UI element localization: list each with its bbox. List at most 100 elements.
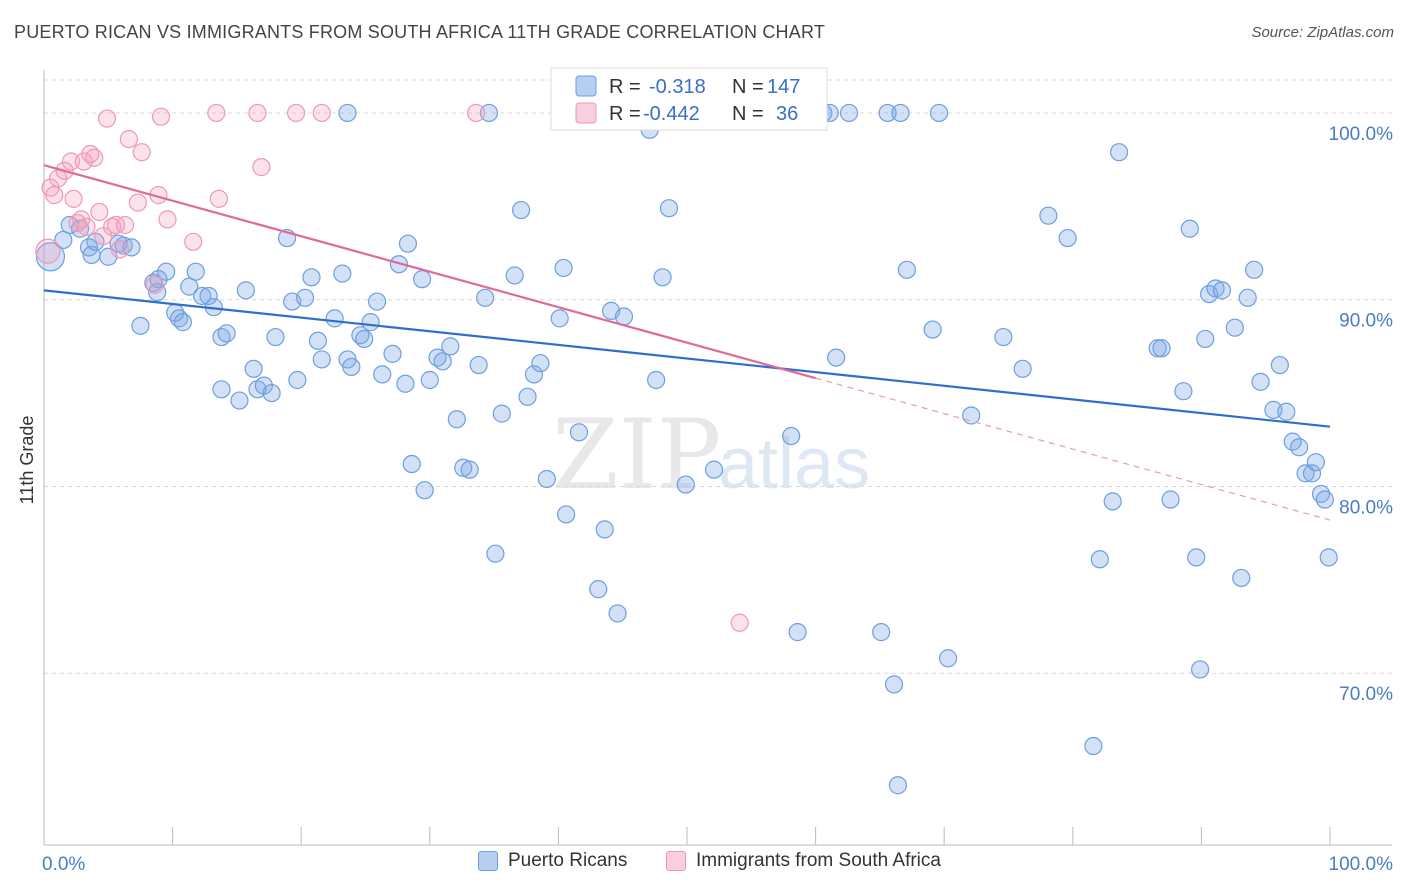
axis-layer: 100.0% 90.0% 80.0% 70.0% 0.0% 100.0%	[42, 70, 1393, 875]
point-puerto-rican-46	[355, 329, 374, 349]
point-puerto-rican-44	[342, 357, 361, 377]
point-puerto-rican-97	[788, 623, 807, 642]
point-puerto-rican-103	[872, 623, 891, 642]
point-puerto-rican-11	[131, 316, 150, 335]
point-puerto-rican-21	[193, 286, 212, 306]
stats-legend-blue-n-label: N =	[732, 76, 764, 98]
point-puerto-rican-61	[447, 410, 466, 429]
point-puerto-rican-111	[962, 406, 981, 425]
point-puerto-rican-87	[659, 199, 679, 218]
point-south-africa-26	[158, 210, 177, 229]
point-south-africa-0	[35, 238, 61, 264]
point-puerto-rican-135	[1251, 372, 1270, 391]
point-puerto-rican-77	[557, 505, 576, 524]
point-puerto-rican-140	[1290, 438, 1309, 457]
point-puerto-rican-53	[398, 234, 418, 253]
point-south-africa-34	[466, 103, 486, 123]
point-puerto-rican-126	[1191, 660, 1210, 679]
point-puerto-rican-92	[704, 460, 724, 479]
point-puerto-rican-18	[173, 313, 192, 332]
point-south-africa-6	[64, 189, 83, 208]
point-puerto-rican-49	[373, 365, 392, 384]
point-puerto-rican-67	[486, 544, 505, 563]
point-puerto-rican-122	[1161, 490, 1180, 509]
legend-label-immigrants-south-africa: Immigrants from South Africa	[696, 850, 941, 871]
point-puerto-rican-110	[938, 649, 958, 668]
stats-legend-blue-r-label: R =	[609, 76, 641, 98]
stats-legend-pink-n-value: 36	[776, 103, 798, 125]
point-south-africa-13	[90, 202, 109, 222]
point-puerto-rican-129	[1206, 279, 1225, 298]
point-puerto-rican-147	[888, 776, 908, 795]
point-puerto-rican-54	[402, 454, 421, 474]
point-puerto-rican-131	[1225, 318, 1244, 337]
point-puerto-rican-42	[333, 264, 352, 283]
point-puerto-rican-96	[782, 426, 801, 446]
point-puerto-rican-73	[531, 354, 550, 373]
stats-legend-pink-swatch	[575, 102, 597, 124]
x-tick-label-0: 0.0%	[42, 854, 85, 875]
point-puerto-rican-22	[199, 286, 218, 306]
trend-line-puerto-ricans	[43, 289, 1331, 428]
point-puerto-rican-127	[1196, 329, 1215, 349]
point-south-africa-2	[45, 186, 64, 205]
point-puerto-rican-107	[897, 260, 917, 279]
point-puerto-rican-69	[505, 266, 524, 285]
point-puerto-rican-20	[186, 262, 205, 281]
point-south-africa-9	[74, 152, 93, 171]
point-puerto-rican-145	[1319, 548, 1338, 567]
point-puerto-rican-118	[1103, 492, 1122, 511]
stats-legend: R = -0.318 N = 147 R = -0.442 N = 36	[550, 67, 828, 131]
point-puerto-rican-80	[595, 520, 614, 539]
point-south-africa-5	[61, 152, 81, 171]
point-puerto-rican-10	[122, 238, 141, 257]
point-puerto-rican-0	[35, 242, 66, 272]
series-immigrants-south-africa	[35, 103, 749, 632]
point-puerto-rican-141	[1296, 464, 1315, 483]
point-puerto-rican-72	[524, 365, 544, 384]
point-puerto-rican-86	[653, 268, 672, 287]
stats-legend-pink-r-label: R =	[609, 103, 641, 125]
point-puerto-rican-32	[262, 383, 281, 403]
point-puerto-rican-15	[157, 262, 176, 281]
point-puerto-rican-55	[412, 270, 432, 289]
bottom-legend: Puerto Ricans Immigrants from South Afri…	[0, 850, 1406, 880]
point-puerto-rican-102	[839, 103, 859, 123]
point-south-africa-30	[248, 103, 267, 123]
stats-legend-blue-n-value: 147	[767, 76, 800, 98]
point-puerto-rican-116	[1084, 736, 1103, 756]
point-puerto-rican-38	[302, 268, 321, 287]
watermark-atlas: atlas	[718, 424, 870, 504]
point-puerto-rican-130	[1212, 281, 1232, 300]
point-puerto-rican-29	[244, 359, 263, 378]
series-puerto-ricans	[35, 103, 1338, 795]
point-puerto-rican-13	[148, 283, 167, 302]
point-puerto-rican-1	[54, 230, 73, 250]
point-puerto-rican-66	[479, 103, 499, 123]
point-puerto-rican-142	[1302, 464, 1322, 483]
stats-legend-blue-swatch	[575, 75, 597, 97]
point-puerto-rican-63	[460, 460, 479, 479]
point-puerto-rican-62	[454, 458, 473, 477]
legend-swatch-pink	[666, 851, 686, 871]
point-puerto-rican-74	[537, 469, 556, 489]
point-puerto-rican-28	[236, 281, 256, 300]
point-puerto-rican-47	[361, 313, 380, 332]
point-south-africa-33	[312, 103, 331, 123]
point-puerto-rican-125	[1187, 548, 1206, 567]
point-puerto-rican-138	[1277, 402, 1296, 421]
point-puerto-rican-112	[994, 327, 1013, 347]
point-puerto-rican-143	[1306, 453, 1325, 472]
point-puerto-rican-68	[492, 404, 511, 423]
point-puerto-rican-31	[254, 376, 274, 395]
point-puerto-rican-115	[1058, 228, 1077, 248]
point-south-africa-12	[85, 148, 104, 167]
point-puerto-rican-146	[1315, 490, 1334, 509]
legend-item-immigrants-south-africa[interactable]: Immigrants from South Africa	[666, 850, 941, 872]
point-puerto-rican-71	[518, 387, 537, 406]
stats-legend-blue-r-value: -0.318	[649, 76, 706, 98]
y-axis-label: 11th Grade	[17, 416, 37, 505]
point-puerto-rican-65	[475, 288, 495, 307]
y-tick-label-2: 80.0%	[1339, 497, 1393, 518]
legend-item-puerto-ricans[interactable]: Puerto Ricans	[478, 850, 627, 872]
